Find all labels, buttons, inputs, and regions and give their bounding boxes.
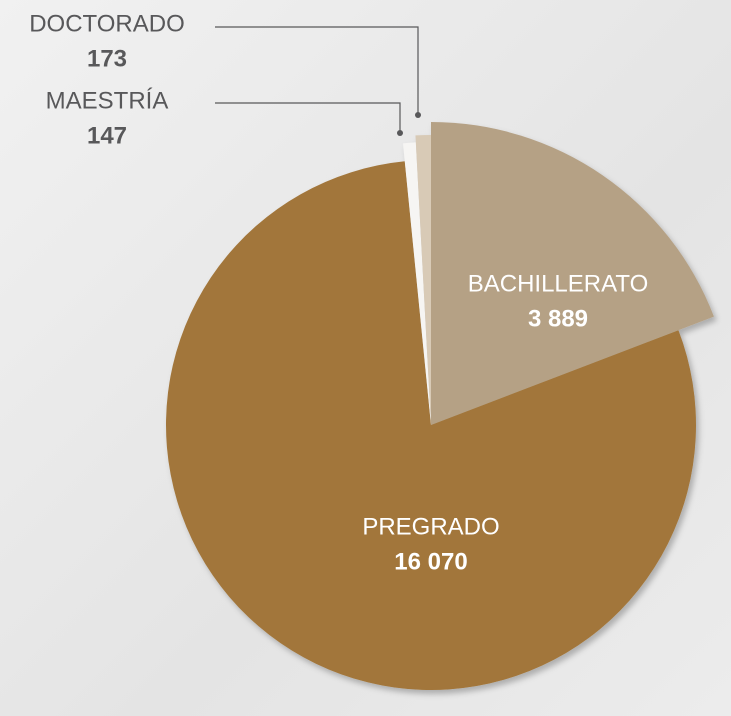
- pie-slice: [166, 161, 697, 690]
- leader-line: [215, 102, 401, 133]
- slice-value: 3 889: [528, 305, 588, 332]
- pie-slice: [402, 142, 431, 426]
- pie: [166, 122, 714, 690]
- slice-value: 173: [87, 45, 127, 72]
- labels: BACHILLERATO 3 889 PREGRADO 16 070 MAESTRÍA 1…: [29, 10, 648, 575]
- pie-slice: [431, 122, 714, 425]
- slice-value: 16 070: [394, 548, 467, 575]
- leader-line: [215, 26, 419, 115]
- slice-value: 147: [87, 122, 127, 149]
- pie-slice: [415, 135, 431, 425]
- slice-label: PREGRADO: [362, 513, 499, 540]
- slice-label: MAESTRÍA: [46, 87, 169, 114]
- leader-dot: [397, 130, 403, 136]
- slice-label: BACHILLERATO: [468, 270, 649, 297]
- slice-label: DOCTORADO: [29, 10, 185, 37]
- leader-dot: [415, 112, 421, 118]
